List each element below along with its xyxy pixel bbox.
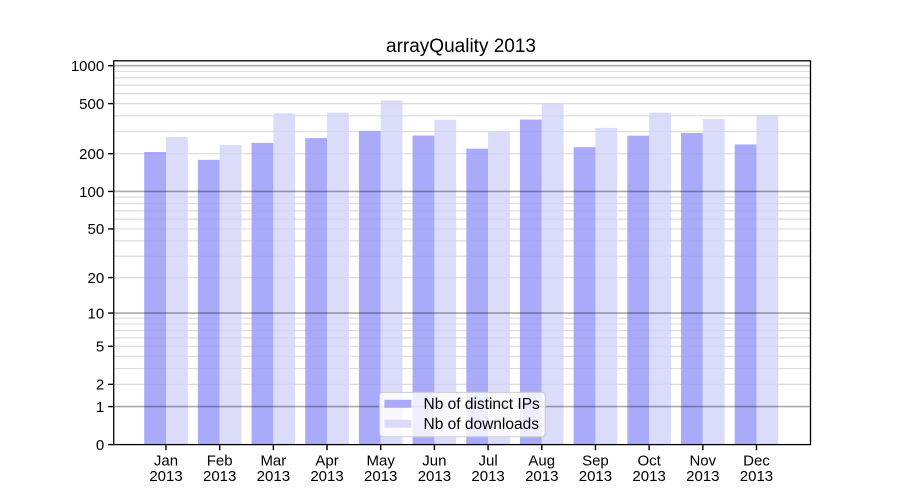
svg-text:Nb of distinct IPs: Nb of distinct IPs: [424, 396, 541, 413]
svg-text:Sep: Sep: [582, 453, 609, 470]
svg-text:Jun: Jun: [422, 453, 446, 470]
svg-text:2013: 2013: [740, 468, 773, 485]
svg-text:Mar: Mar: [260, 453, 286, 470]
svg-text:0: 0: [96, 437, 104, 454]
svg-text:100: 100: [79, 184, 104, 201]
svg-text:2: 2: [96, 377, 104, 394]
svg-text:May: May: [367, 453, 396, 470]
svg-text:1: 1: [96, 399, 104, 416]
svg-text:500: 500: [79, 96, 104, 113]
svg-text:2013: 2013: [525, 468, 558, 485]
svg-text:2013: 2013: [149, 468, 182, 485]
svg-text:2013: 2013: [257, 468, 290, 485]
svg-text:Nov: Nov: [689, 453, 716, 470]
svg-text:5: 5: [96, 339, 104, 356]
svg-text:2013: 2013: [632, 468, 665, 485]
svg-text:20: 20: [88, 270, 105, 287]
svg-text:Dec: Dec: [743, 453, 770, 470]
svg-text:Nb of downloads: Nb of downloads: [424, 416, 540, 433]
svg-text:10: 10: [88, 305, 105, 322]
svg-text:2013: 2013: [686, 468, 719, 485]
svg-text:1000: 1000: [71, 58, 104, 75]
svg-text:2013: 2013: [579, 468, 612, 485]
svg-text:2013: 2013: [203, 468, 236, 485]
svg-text:Oct: Oct: [637, 453, 661, 470]
svg-text:Feb: Feb: [207, 453, 233, 470]
svg-text:arrayQuality 2013: arrayQuality 2013: [386, 36, 536, 57]
svg-text:Aug: Aug: [528, 453, 555, 470]
svg-text:Apr: Apr: [315, 453, 338, 470]
svg-text:2013: 2013: [471, 468, 504, 485]
svg-text:2013: 2013: [310, 468, 343, 485]
svg-text:Jan: Jan: [154, 453, 178, 470]
svg-text:200: 200: [79, 146, 104, 163]
svg-text:50: 50: [88, 221, 105, 238]
svg-text:Jul: Jul: [478, 453, 497, 470]
svg-text:2013: 2013: [364, 468, 397, 485]
svg-text:2013: 2013: [418, 468, 451, 485]
